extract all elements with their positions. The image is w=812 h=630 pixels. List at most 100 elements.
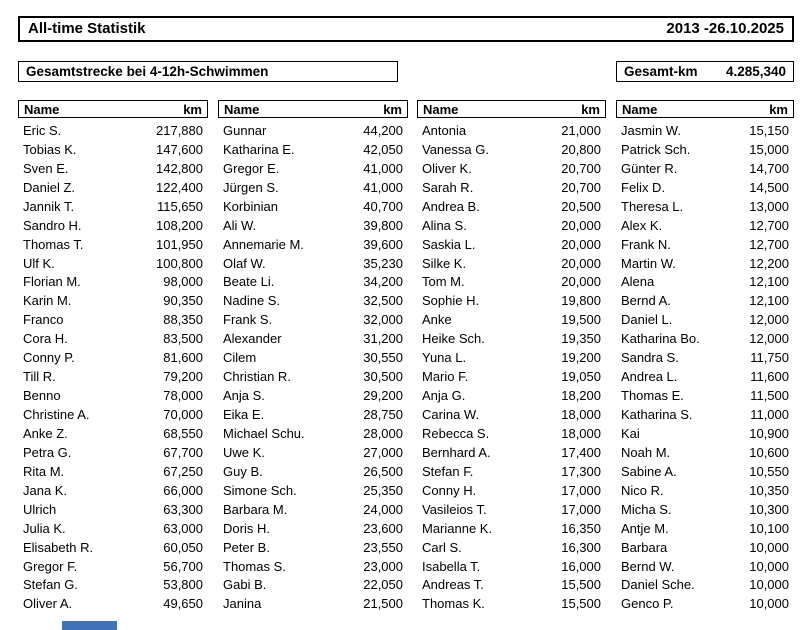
row-name: Genco P. xyxy=(621,596,674,612)
table-row: Sabine A. 10,550 xyxy=(616,462,794,481)
row-name: Katharina E. xyxy=(223,141,295,157)
column-header-name: Name xyxy=(423,101,459,117)
table-row: Ulrich 63,300 xyxy=(18,500,208,519)
table-row: Felix D. 14,500 xyxy=(616,178,794,197)
table-column-4: Name km Jasmin W. 15,150 Patrick Sch. 15,00… xyxy=(616,100,794,613)
table-row: Till R. 79,200 xyxy=(18,367,208,386)
row-km: 28,000 xyxy=(363,425,403,441)
row-name: Anke Z. xyxy=(23,425,68,441)
row-name: Jasmin W. xyxy=(621,122,681,138)
table-row: Micha S. 10,300 xyxy=(616,500,794,519)
row-name: Mario F. xyxy=(422,369,469,385)
row-km: 10,550 xyxy=(749,463,789,479)
table-header: Name km xyxy=(18,100,208,118)
row-name: Michael Schu. xyxy=(223,425,305,441)
row-km: 19,350 xyxy=(561,331,601,347)
row-km: 217,880 xyxy=(156,122,203,138)
table-row: Christian R. 30,500 xyxy=(218,367,408,386)
table-row: Sandra S. 11,750 xyxy=(616,348,794,367)
table-row: Guy B. 26,500 xyxy=(218,462,408,481)
table-row: Ali W. 39,800 xyxy=(218,216,408,235)
row-name: Cora H. xyxy=(23,331,68,347)
total-km-value: 4.285,340 xyxy=(725,64,786,79)
table-row: Tom M. 20,000 xyxy=(417,273,606,292)
row-km: 17,400 xyxy=(561,444,601,460)
table-row: Simone Sch. 25,350 xyxy=(218,481,408,500)
total-km-label: Gesamt-km xyxy=(624,64,698,79)
table-row: Conny P. 81,600 xyxy=(18,348,208,367)
row-km: 63,300 xyxy=(163,501,203,517)
page-title: All-time Statistik xyxy=(28,20,146,37)
table-row: Martin W. 12,200 xyxy=(616,254,794,273)
table-row: Barbara M. 24,000 xyxy=(218,500,408,519)
row-km: 20,700 xyxy=(561,179,601,195)
row-km: 20,000 xyxy=(561,236,601,252)
row-name: Thomas S. xyxy=(223,558,286,574)
row-km: 12,700 xyxy=(749,217,789,233)
row-km: 15,000 xyxy=(749,141,789,157)
row-km: 70,000 xyxy=(163,407,203,423)
table-row: Jasmin W. 15,150 xyxy=(616,121,794,140)
row-name: Peter B. xyxy=(223,539,270,555)
table-row: Peter B. 23,550 xyxy=(218,538,408,557)
row-km: 60,050 xyxy=(163,539,203,555)
row-km: 26,500 xyxy=(363,463,403,479)
row-name: Gabi B. xyxy=(223,577,267,593)
row-km: 32,500 xyxy=(363,293,403,309)
row-km: 98,000 xyxy=(163,274,203,290)
table-row: Conny H. 17,000 xyxy=(417,481,606,500)
event-label: Gesamtstrecke bei 4-12h-Schwimmen xyxy=(26,64,269,79)
row-km: 12,000 xyxy=(749,312,789,328)
column-header-km: km xyxy=(383,101,402,117)
row-km: 15,500 xyxy=(561,577,601,593)
event-label-box: Gesamtstrecke bei 4-12h-Schwimmen xyxy=(18,61,398,82)
table-row: Thomas S. 23,000 xyxy=(218,557,408,576)
table-row: Christine A. 70,000 xyxy=(18,405,208,424)
row-km: 24,000 xyxy=(363,501,403,517)
row-km: 13,000 xyxy=(749,198,789,214)
row-km: 15,150 xyxy=(749,122,789,138)
table-row: Alexander 31,200 xyxy=(218,329,408,348)
table-row: Olaf W. 35,230 xyxy=(218,254,408,273)
table-row: Janina 21,500 xyxy=(218,594,408,613)
row-km: 11,750 xyxy=(750,350,789,366)
row-name: Gunnar xyxy=(223,122,267,138)
row-km: 12,700 xyxy=(749,236,789,252)
row-name: Andrea B. xyxy=(422,198,480,214)
table-row: Marianne K. 16,350 xyxy=(417,519,606,538)
table-row: Michael Schu. 28,000 xyxy=(218,424,408,443)
table-row: Alina S. 20,000 xyxy=(417,216,606,235)
table-row: Uwe K. 27,000 xyxy=(218,443,408,462)
row-km: 30,500 xyxy=(363,369,403,385)
row-name: Rebecca S. xyxy=(422,425,490,441)
row-name: Gregor E. xyxy=(223,160,280,176)
table-row: Petra G. 67,700 xyxy=(18,443,208,462)
table-column-1: Name km Eric S. 217,880 Tobias K. 147,600 Sv… xyxy=(18,100,208,613)
row-name: Carina W. xyxy=(422,407,480,423)
table-header: Name km xyxy=(218,100,408,118)
row-km: 12,200 xyxy=(749,255,789,271)
table-row: Jürgen S. 41,000 xyxy=(218,178,408,197)
row-km: 56,700 xyxy=(163,558,203,574)
row-name: Uwe K. xyxy=(223,444,265,460)
row-km: 35,230 xyxy=(363,255,403,271)
row-km: 115,650 xyxy=(156,198,203,214)
table-row: Oliver K. 20,700 xyxy=(417,159,606,178)
row-km: 142,800 xyxy=(156,160,203,176)
row-name: Bernhard A. xyxy=(422,444,491,460)
row-name: Bernd A. xyxy=(621,293,671,309)
row-km: 29,200 xyxy=(363,388,403,404)
row-name: Elisabeth R. xyxy=(23,539,94,555)
row-name: Korbinian xyxy=(223,198,278,214)
table-row: Thomas T. 101,950 xyxy=(18,235,208,254)
row-km: 10,100 xyxy=(749,520,789,536)
row-km: 88,350 xyxy=(163,312,203,328)
row-name: Beate Li. xyxy=(223,274,275,290)
table-header: Name km xyxy=(616,100,794,118)
row-name: Ulrich xyxy=(23,501,57,517)
table-row: Tobias K. 147,600 xyxy=(18,140,208,159)
row-km: 34,200 xyxy=(363,274,403,290)
table-row: Vasileios T. 17,000 xyxy=(417,500,606,519)
row-km: 10,000 xyxy=(749,577,789,593)
table-row: Korbinian 40,700 xyxy=(218,197,408,216)
